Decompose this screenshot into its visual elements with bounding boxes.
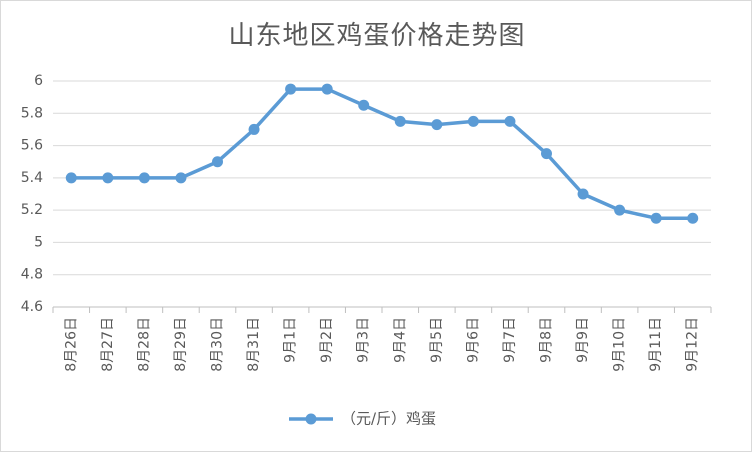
data-point [285,83,297,95]
x-tick-label: 9月10日 [612,317,628,372]
x-tick-label: 8月27日 [100,317,116,372]
legend-label: （元/斤）鸡蛋 [341,410,436,428]
series-line [69,87,695,220]
data-point [577,188,589,200]
y-tick-label: 5 [34,234,43,250]
x-axis-ticks: 8月26日 8月27日 8月28日 8月29日 8月30日 8月31日 9月1日 9月2日 9月… [63,317,700,372]
data-point [687,212,699,224]
data-point [65,172,77,184]
x-tick-label: 9月9日 [575,317,591,363]
data-point [541,148,552,160]
x-tick-label: 9月12日 [685,317,701,372]
x-tick-label: 9月3日 [356,317,372,363]
x-tick-label: 9月1日 [283,317,299,363]
data-point [467,115,479,127]
y-tick-label: 4.8 [21,267,43,283]
y-tick-label: 4.6 [21,299,43,315]
y-axis-ticks: 4.6 4.8 5 5.2 5.4 5.6 5.8 6 [21,73,43,315]
y-tick-label: 5.8 [21,105,43,121]
data-point [504,115,516,127]
series [65,83,699,224]
data-point [431,119,443,131]
data-point [248,123,260,135]
x-tick-label: 9月6日 [465,317,481,363]
y-tick-label: 5.2 [21,202,43,218]
x-tick-label: 9月2日 [319,317,335,363]
x-tick-label: 8月30日 [210,317,226,372]
chart-title: 山东地区鸡蛋价格走势图 [228,21,526,51]
data-point [321,83,333,95]
x-tick-label: 8月29日 [173,317,189,372]
data-point [614,204,626,216]
legend-marker [305,413,317,425]
x-tick-label: 9月11日 [648,317,664,372]
y-tick-label: 6 [34,73,43,89]
y-tick-label: 5.6 [21,138,43,154]
data-point [394,115,406,127]
x-tick-label: 8月31日 [246,317,262,372]
data-point [102,172,114,184]
axes [52,306,712,313]
y-tick-label: 5.4 [21,170,43,186]
data-point [175,172,187,184]
x-tick-label: 8月28日 [136,317,152,372]
data-point [358,99,370,111]
x-tick-label: 8月26日 [63,317,79,372]
data-point [650,212,662,224]
legend: （元/斤）鸡蛋 [289,410,436,428]
data-point [138,172,150,184]
x-tick-label: 9月8日 [539,317,555,363]
x-tick-label: 9月7日 [502,317,518,363]
x-tick-label: 9月4日 [392,317,408,363]
x-tick-label: 9月5日 [429,317,445,363]
data-point [212,156,223,168]
